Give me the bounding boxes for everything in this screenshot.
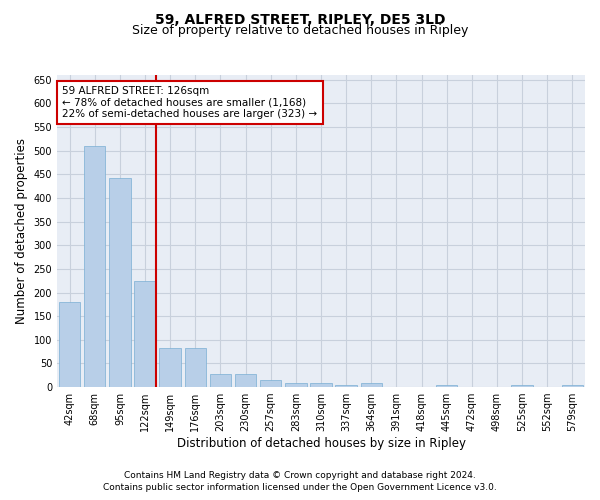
Y-axis label: Number of detached properties: Number of detached properties <box>15 138 28 324</box>
Bar <box>562 384 583 387</box>
Text: Size of property relative to detached houses in Ripley: Size of property relative to detached ho… <box>132 24 468 37</box>
Bar <box>436 384 457 387</box>
Bar <box>210 374 231 387</box>
Bar <box>84 146 106 387</box>
Bar <box>235 374 256 387</box>
Bar <box>511 384 533 387</box>
X-axis label: Distribution of detached houses by size in Ripley: Distribution of detached houses by size … <box>176 437 466 450</box>
Text: 59, ALFRED STREET, RIPLEY, DE5 3LD: 59, ALFRED STREET, RIPLEY, DE5 3LD <box>155 12 445 26</box>
Bar <box>109 178 131 387</box>
Bar <box>310 384 332 387</box>
Bar <box>134 280 156 387</box>
Text: Contains public sector information licensed under the Open Government Licence v3: Contains public sector information licen… <box>103 484 497 492</box>
Text: Contains HM Land Registry data © Crown copyright and database right 2024.: Contains HM Land Registry data © Crown c… <box>124 471 476 480</box>
Text: 59 ALFRED STREET: 126sqm
← 78% of detached houses are smaller (1,168)
22% of sem: 59 ALFRED STREET: 126sqm ← 78% of detach… <box>62 86 317 119</box>
Bar <box>285 384 307 387</box>
Bar <box>335 384 357 387</box>
Bar <box>260 380 281 387</box>
Bar <box>361 384 382 387</box>
Bar <box>59 302 80 387</box>
Bar <box>185 348 206 387</box>
Bar <box>160 348 181 387</box>
